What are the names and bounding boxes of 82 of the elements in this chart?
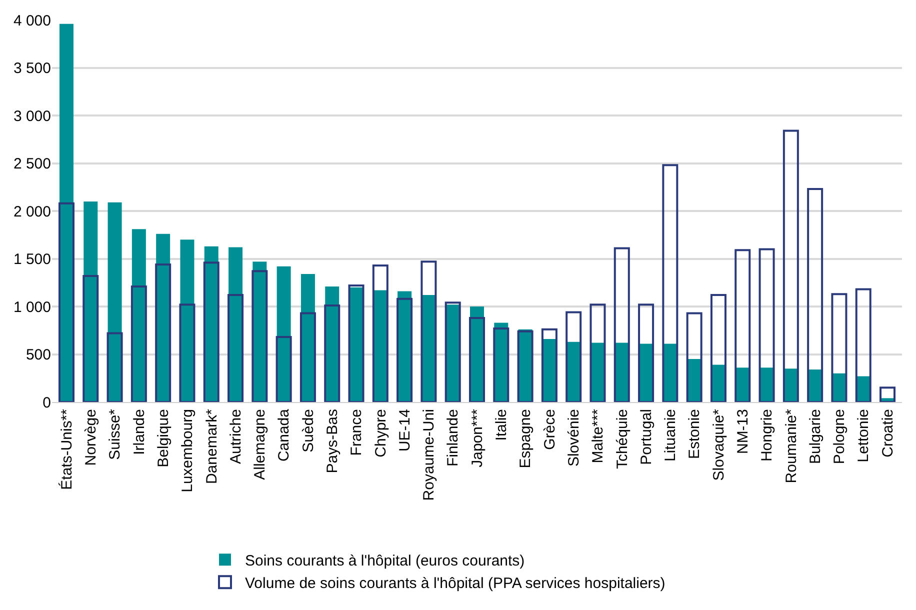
x-tick-label: Portugal (638, 409, 655, 465)
x-tick-label: Suisse* (106, 408, 124, 460)
y-tick-label: 3 500 (13, 60, 51, 77)
bar (734, 249, 751, 402)
x-tick-label: Chypre (372, 409, 390, 458)
bar (493, 327, 510, 402)
bar (420, 260, 437, 402)
bar (662, 164, 678, 402)
x-tick-label: Croatie (879, 409, 896, 458)
bar (758, 248, 775, 402)
x-tick-label: Finlande (444, 409, 462, 467)
x-tick-label: Lituanie (662, 409, 680, 462)
x-tick-label: Italie (493, 409, 510, 441)
bar (58, 202, 74, 402)
x-tick-label: Espagne (517, 409, 534, 468)
bar (880, 386, 896, 402)
bar (807, 188, 824, 402)
x-tick-label: Belgique (154, 409, 172, 468)
y-tick-label: 2 500 (13, 156, 51, 172)
y-tick-label: 500 (26, 346, 51, 364)
x-tick-label: Lettonie (855, 409, 872, 462)
bar (106, 332, 123, 402)
bar (228, 294, 244, 402)
bar (710, 294, 726, 402)
x-tick-label: Pays-Bas (324, 409, 341, 474)
bar (300, 312, 316, 402)
legend-label: Volume de soins courants à l'hôpital (PPA services hospitaliers) (245, 574, 666, 592)
x-tick-label: UE-14 (396, 409, 414, 452)
y-tick-label: 2 000 (13, 203, 51, 220)
x-tick-label: Norvège (82, 409, 100, 466)
bar (179, 304, 196, 402)
x-tick-label: Suède (300, 409, 317, 452)
y-tick-label: 4 000 (13, 12, 51, 30)
bar (566, 311, 582, 402)
bar (469, 316, 485, 402)
bar (396, 298, 413, 402)
bar (614, 247, 630, 402)
y-tick-label: 0 (42, 394, 51, 412)
x-tick-label: Royaume-Uni (420, 409, 438, 501)
y-tick-label: 1 000 (13, 298, 51, 316)
x-tick-label: Canada (276, 408, 293, 462)
bar (203, 262, 220, 402)
x-tick-label: Estonie (686, 409, 704, 460)
bar (590, 304, 606, 402)
x-tick-label: France (348, 409, 366, 456)
bar (155, 263, 172, 402)
bar (831, 293, 848, 402)
x-tick-label: Slovaquie* (710, 408, 728, 481)
bar (686, 312, 702, 402)
bar (108, 202, 122, 402)
x-tick-label: Slovénie (565, 409, 582, 467)
bar (276, 266, 291, 402)
bar (541, 328, 558, 402)
bar (84, 201, 98, 402)
x-tick-label: Tchéquie (614, 409, 631, 470)
x-tick-label: Pologne (831, 409, 848, 464)
x-tick-label: Allemagne (252, 409, 269, 480)
x-tick-label: Bulgarie (806, 409, 824, 464)
bar (638, 304, 654, 402)
bar (324, 304, 340, 402)
y-tick-label: 3 000 (13, 108, 51, 125)
legend-label: Soins courants à l'hôpital (euros courants) (245, 552, 525, 570)
x-tick-label: Autriche (227, 409, 244, 464)
x-tick-label: NM-13 (734, 409, 752, 454)
y-tick-label: 1 500 (13, 251, 51, 268)
bar (276, 336, 292, 402)
bar (855, 288, 872, 402)
bar (130, 285, 147, 402)
x-tick-label: Grèce (541, 409, 558, 450)
bar (252, 270, 268, 402)
x-tick-label: Irlande (130, 409, 148, 455)
x-tick-label: États-Unis** (57, 408, 76, 490)
bar (59, 24, 74, 402)
x-tick-label: Japon*** (468, 408, 486, 468)
bar (82, 274, 99, 402)
x-tick-label: Malte*** (590, 408, 607, 464)
x-tick-label: Luxembourg (179, 409, 196, 492)
x-tick-label: Roumanie* (782, 408, 800, 484)
x-tick-label: Hongrie (758, 409, 776, 462)
bar (782, 130, 799, 402)
bar (372, 264, 388, 402)
x-tick-label: Danemark* (203, 408, 220, 484)
